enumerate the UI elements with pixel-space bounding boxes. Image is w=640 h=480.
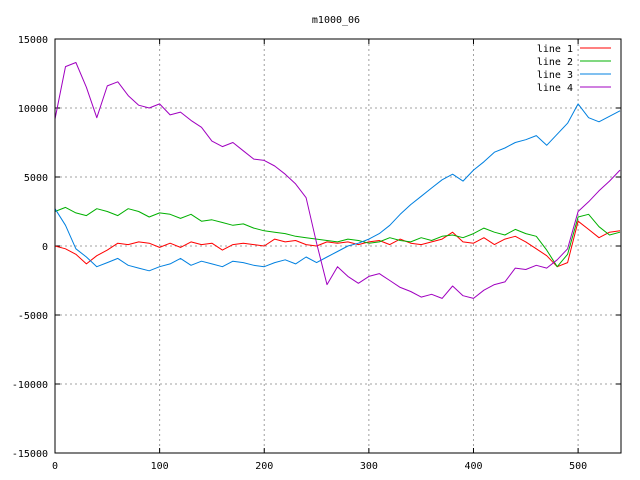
x-tick-label: 400 xyxy=(464,461,482,472)
axis-ticks: 0 100 200 300 400 500 -15000 -10000 -5000 0 5000 10… xyxy=(12,35,621,472)
series-line-3 xyxy=(54,103,621,272)
legend-label: line 4 xyxy=(537,83,573,94)
series-line-2 xyxy=(54,206,621,268)
y-tick-label: 10000 xyxy=(18,104,48,115)
y-tick-label: 15000 xyxy=(18,35,48,46)
y-tick-label: -10000 xyxy=(12,380,48,391)
y-tick-label: 0 xyxy=(42,242,48,253)
y-tick-label: -15000 xyxy=(12,449,48,460)
series-group xyxy=(54,62,621,299)
x-tick-label: 300 xyxy=(360,461,378,472)
series-line-4 xyxy=(54,62,621,299)
chart-title: m1000_06 xyxy=(312,15,360,26)
series-line-1 xyxy=(54,220,621,268)
x-tick-label: 500 xyxy=(569,461,587,472)
x-tick-label: 0 xyxy=(52,461,58,472)
plot-frame xyxy=(54,38,622,454)
x-tick-label: 100 xyxy=(151,461,169,472)
legend-label: line 3 xyxy=(537,70,573,81)
legend: line 1 line 2 line 3 line 4 xyxy=(537,44,611,94)
grid xyxy=(55,39,621,453)
legend-label: line 1 xyxy=(537,44,573,55)
x-tick-label: 200 xyxy=(255,461,273,472)
y-tick-label: -5000 xyxy=(18,311,48,322)
legend-label: line 2 xyxy=(537,57,573,68)
y-tick-label: 5000 xyxy=(24,173,48,184)
